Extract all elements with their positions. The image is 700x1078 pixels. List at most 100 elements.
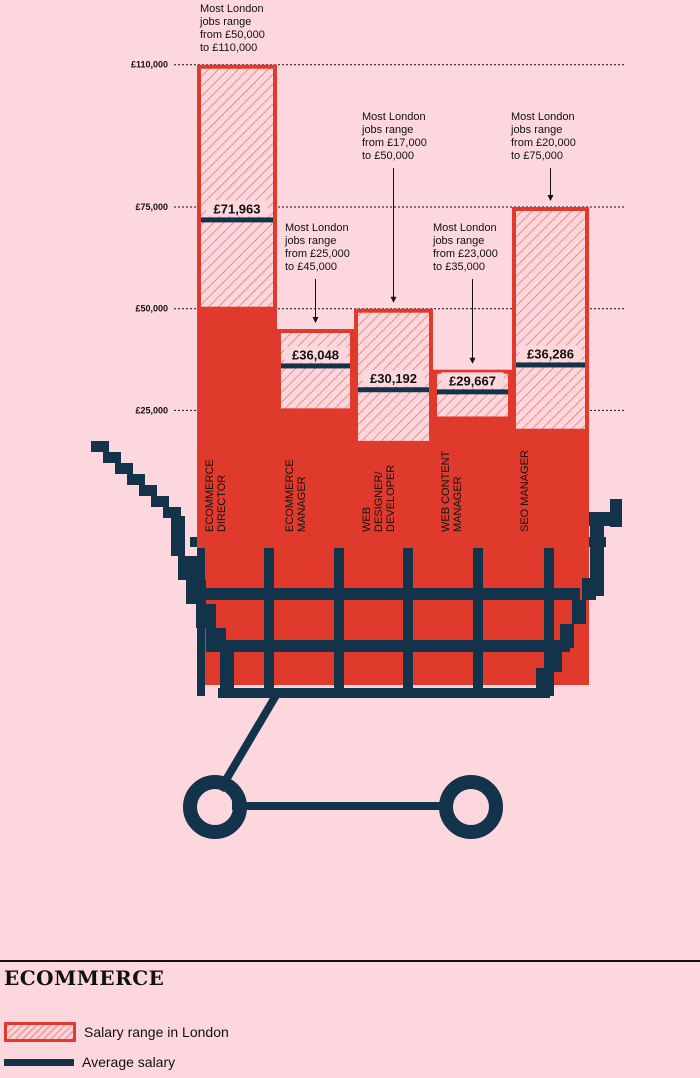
salary-chart: £110,000 £75,000 £50,000 £25,000 £71,963 ECO… — [91, 3, 624, 839]
category-label-line: MANAGER — [452, 476, 464, 532]
range-note-line: jobs range — [361, 124, 413, 136]
cart-handle-step — [91, 441, 109, 452]
average-label: £29,667 — [449, 373, 496, 388]
note-pointer-arrow — [390, 296, 397, 303]
cart-handle-step — [127, 474, 145, 485]
average-label: £36,286 — [527, 346, 574, 361]
range-note-line: to £45,000 — [285, 261, 337, 273]
average-label: £71,963 — [214, 201, 261, 216]
bar-base — [277, 410, 354, 548]
y-tick-label: £25,000 — [135, 405, 168, 415]
cart-grid-col — [544, 548, 554, 696]
cart-handle-step — [171, 516, 185, 556]
category-label-line: DIRECTOR — [216, 475, 228, 532]
category-label: WEB DESIGNER/DEVELOPER — [361, 465, 397, 532]
category-label-line: ECOMMERCE — [204, 459, 216, 532]
category-label: ECOMMERCE MANAGER — [284, 459, 308, 532]
average-label: £36,048 — [292, 347, 339, 362]
category-label-line: ECOMMERCE — [284, 459, 296, 532]
average-label-bg — [284, 346, 347, 363]
bar-base — [354, 442, 433, 548]
range-note-line: from £50,000 — [200, 29, 265, 41]
range-note-line: from £20,000 — [511, 137, 576, 149]
range-note-line: Most London — [285, 222, 349, 234]
cart-handle-step — [115, 463, 133, 474]
cart-wheel-right — [439, 775, 503, 839]
cart-side-step — [588, 512, 612, 526]
cart-side-step — [572, 600, 586, 624]
legend-swatch-average — [4, 1058, 74, 1066]
cart-handle-step — [178, 556, 198, 580]
category-label-line: WEB — [361, 507, 373, 532]
legend-label-average: Average salary — [82, 1054, 176, 1070]
legend-item-range: Salary range in London — [4, 1021, 229, 1043]
cart-grid-col — [264, 548, 274, 696]
bar-average-marker — [358, 387, 429, 393]
legend-label-range: Salary range in London — [84, 1024, 229, 1040]
cart-grid-col — [334, 548, 344, 696]
note-pointer-arrow — [547, 195, 554, 202]
bar-average-marker — [201, 217, 273, 223]
legend-swatch-range — [4, 1022, 76, 1042]
bar-range — [197, 64, 277, 311]
cart-handle-step — [163, 507, 181, 518]
category-label: SEO MANAGER — [519, 450, 531, 532]
range-note-line: to £35,000 — [433, 261, 485, 273]
category-label-line: DESIGNER/ — [373, 471, 385, 532]
bar-average-marker — [437, 389, 508, 395]
cart-handle-step — [139, 485, 157, 496]
cart-basket-fill — [197, 545, 589, 685]
bar-base — [197, 308, 277, 548]
cart-grid-row — [200, 588, 580, 600]
cart-handle-step — [220, 652, 234, 688]
legend-heading: ECOMMERCE — [4, 966, 165, 990]
y-tick-label: £110,000 — [131, 60, 168, 70]
note-pointer-arrow — [312, 317, 319, 324]
category-label: WEB CONTENT MANAGER — [440, 450, 464, 532]
y-tick-label: £50,000 — [135, 304, 168, 314]
average-label-bg — [441, 372, 504, 389]
cart-leg — [216, 689, 282, 793]
category-label-line: SEO MANAGER — [519, 450, 531, 532]
cart-grid-col — [197, 548, 205, 696]
range-note-line: Most London — [362, 111, 426, 123]
range-note-line: from £25,000 — [285, 248, 350, 260]
legend-item-average: Average salary — [4, 1051, 175, 1073]
cart-grid-row — [206, 640, 570, 652]
legend-divider — [0, 960, 700, 962]
category-label-line: WEB CONTENT — [440, 450, 452, 532]
cart-handle-step — [103, 452, 121, 463]
range-note-line: Most London — [200, 3, 264, 15]
range-note-line: jobs range — [432, 235, 484, 247]
range-note-line: Most London — [511, 111, 575, 123]
range-note-line: jobs range — [510, 124, 562, 136]
range-note-line: to £50,000 — [362, 150, 414, 162]
cart-wheel-left — [183, 775, 247, 839]
bar-range — [512, 207, 589, 433]
cart-side-step — [582, 578, 596, 600]
range-note-line: Most London — [433, 222, 497, 234]
cart-grid-col — [473, 548, 483, 696]
range-note-line: jobs range — [284, 235, 336, 247]
y-tick-label: £75,000 — [135, 202, 168, 212]
bar-range — [277, 329, 354, 413]
average-label-bg — [362, 370, 425, 387]
average-label-bg — [519, 345, 582, 362]
category-label-line: MANAGER — [296, 476, 308, 532]
bar-average-marker — [281, 363, 350, 369]
note-pointer-arrow — [469, 357, 476, 364]
cart-grid-row — [218, 688, 550, 698]
cart-side-step — [610, 499, 622, 527]
average-label: £30,192 — [370, 371, 417, 386]
cart-grid-col — [403, 548, 413, 696]
range-note-line: from £23,000 — [433, 248, 498, 260]
category-label-line: DEVELOPER — [385, 465, 397, 532]
range-note-line: from £17,000 — [362, 137, 427, 149]
bar-base — [433, 418, 512, 548]
range-note-line: to £75,000 — [511, 150, 563, 162]
category-label: ECOMMERCE DIRECTOR — [204, 459, 228, 532]
average-label-bg — [206, 200, 268, 217]
